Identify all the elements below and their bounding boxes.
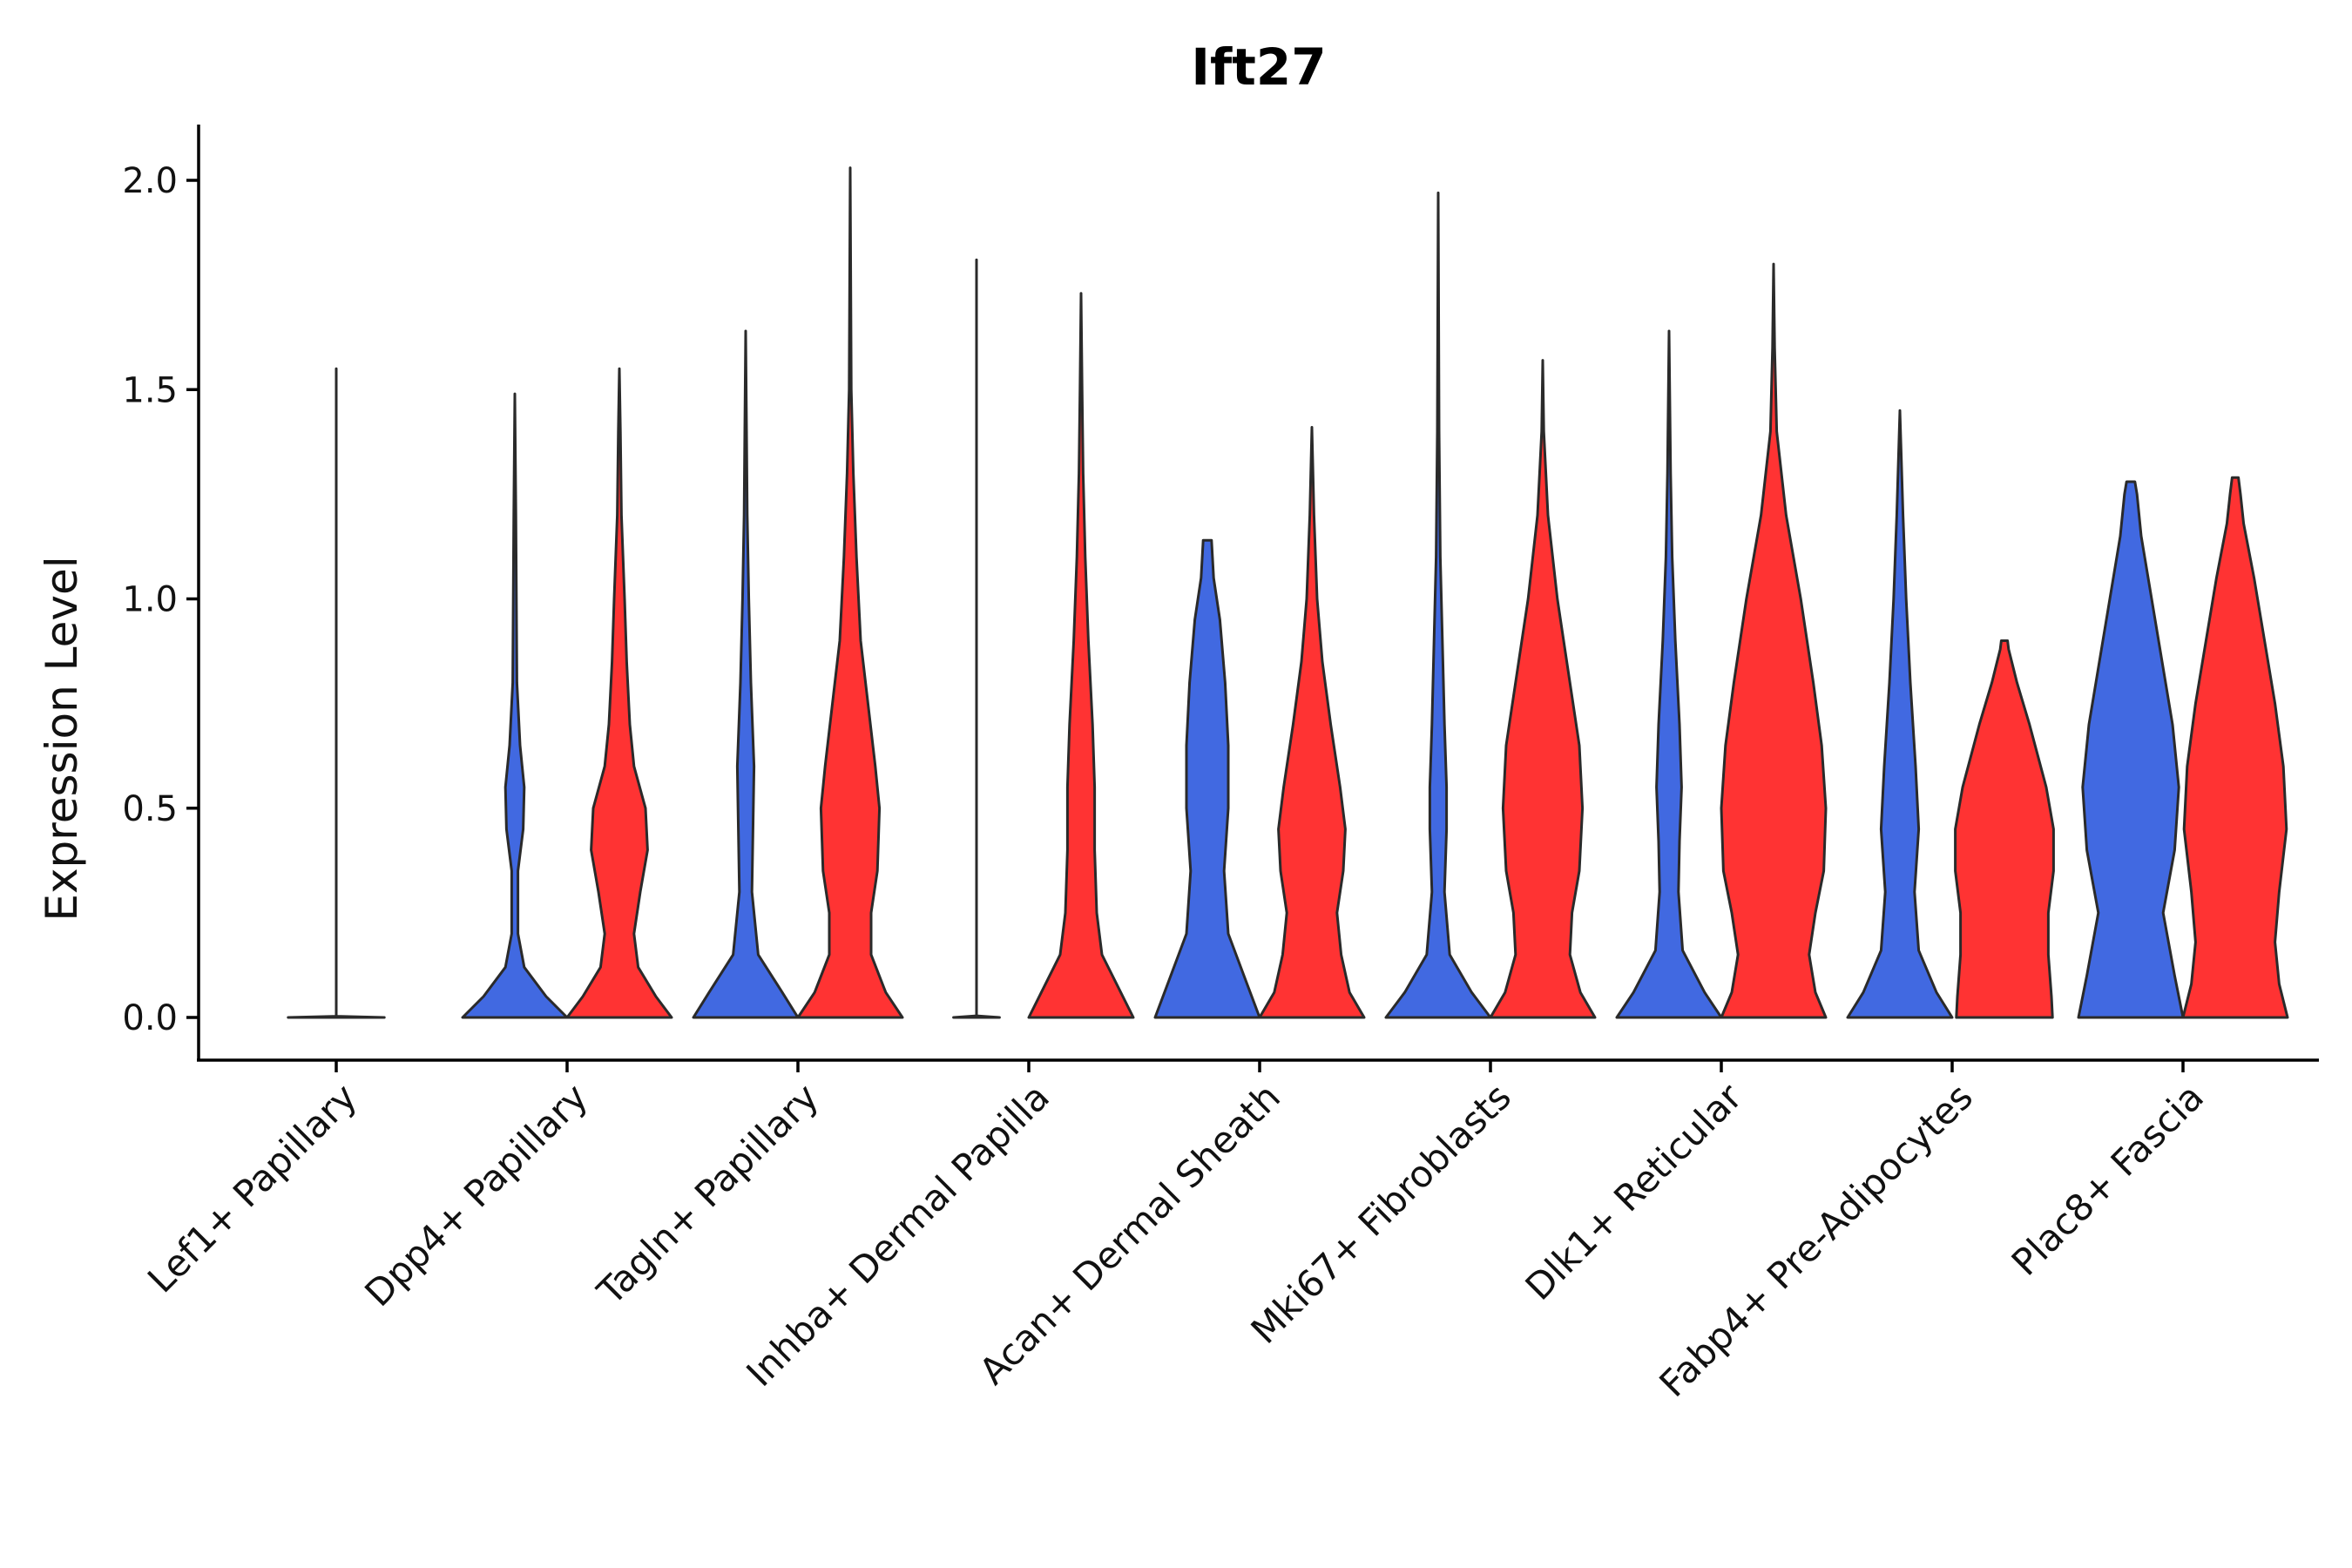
y-axis-label: Expression Level xyxy=(37,556,87,921)
x-tick-label: Plac8+ Fascia xyxy=(2004,1075,2212,1283)
x-tick-label: Dlk1+ Reticular xyxy=(1517,1075,1751,1308)
violins-layer xyxy=(287,166,2289,1019)
violin-blue-8 xyxy=(2077,480,2185,1019)
chart-title: Ift27 xyxy=(1191,37,1326,97)
x-tick-label: Dpp4+ Papillary xyxy=(356,1075,596,1315)
violin-blue-4 xyxy=(1153,538,1261,1019)
y-tick-label: 1.5 xyxy=(122,370,178,410)
violin-blue-7 xyxy=(1846,409,1954,1019)
x-tick-label: Tagln+ Papillary xyxy=(589,1075,827,1313)
violin-blue-5 xyxy=(1384,191,1492,1019)
x-tick-label: Lef1+ Papillary xyxy=(139,1075,365,1301)
violin-red-7 xyxy=(1954,639,2055,1019)
y-tick-label: 0.0 xyxy=(122,998,178,1038)
violin-blue-3 xyxy=(952,258,1001,1019)
violin-red-6 xyxy=(1720,262,1828,1019)
violin-red-8 xyxy=(2181,476,2289,1019)
violin-blue-6 xyxy=(1615,329,1723,1019)
violin-blue-0 xyxy=(287,367,386,1019)
violin-blue-1 xyxy=(461,392,569,1019)
violin-red-4 xyxy=(1258,426,1366,1019)
violin-red-3 xyxy=(1027,292,1135,1019)
violin-red-5 xyxy=(1489,359,1597,1019)
y-tick-label: 1.0 xyxy=(122,580,178,620)
violin-blue-2 xyxy=(692,329,800,1019)
violin-red-1 xyxy=(565,367,673,1019)
y-ticks: 0.0 0.5 1.0 1.5 2.0 xyxy=(122,161,199,1038)
axes-layer xyxy=(197,125,2319,1062)
y-tick-label: 2.0 xyxy=(122,161,178,201)
x-tick-label: Mki67+ Fibroblasts xyxy=(1243,1075,1519,1351)
violin-red-2 xyxy=(796,166,904,1019)
y-tick-label: 0.5 xyxy=(122,789,178,829)
